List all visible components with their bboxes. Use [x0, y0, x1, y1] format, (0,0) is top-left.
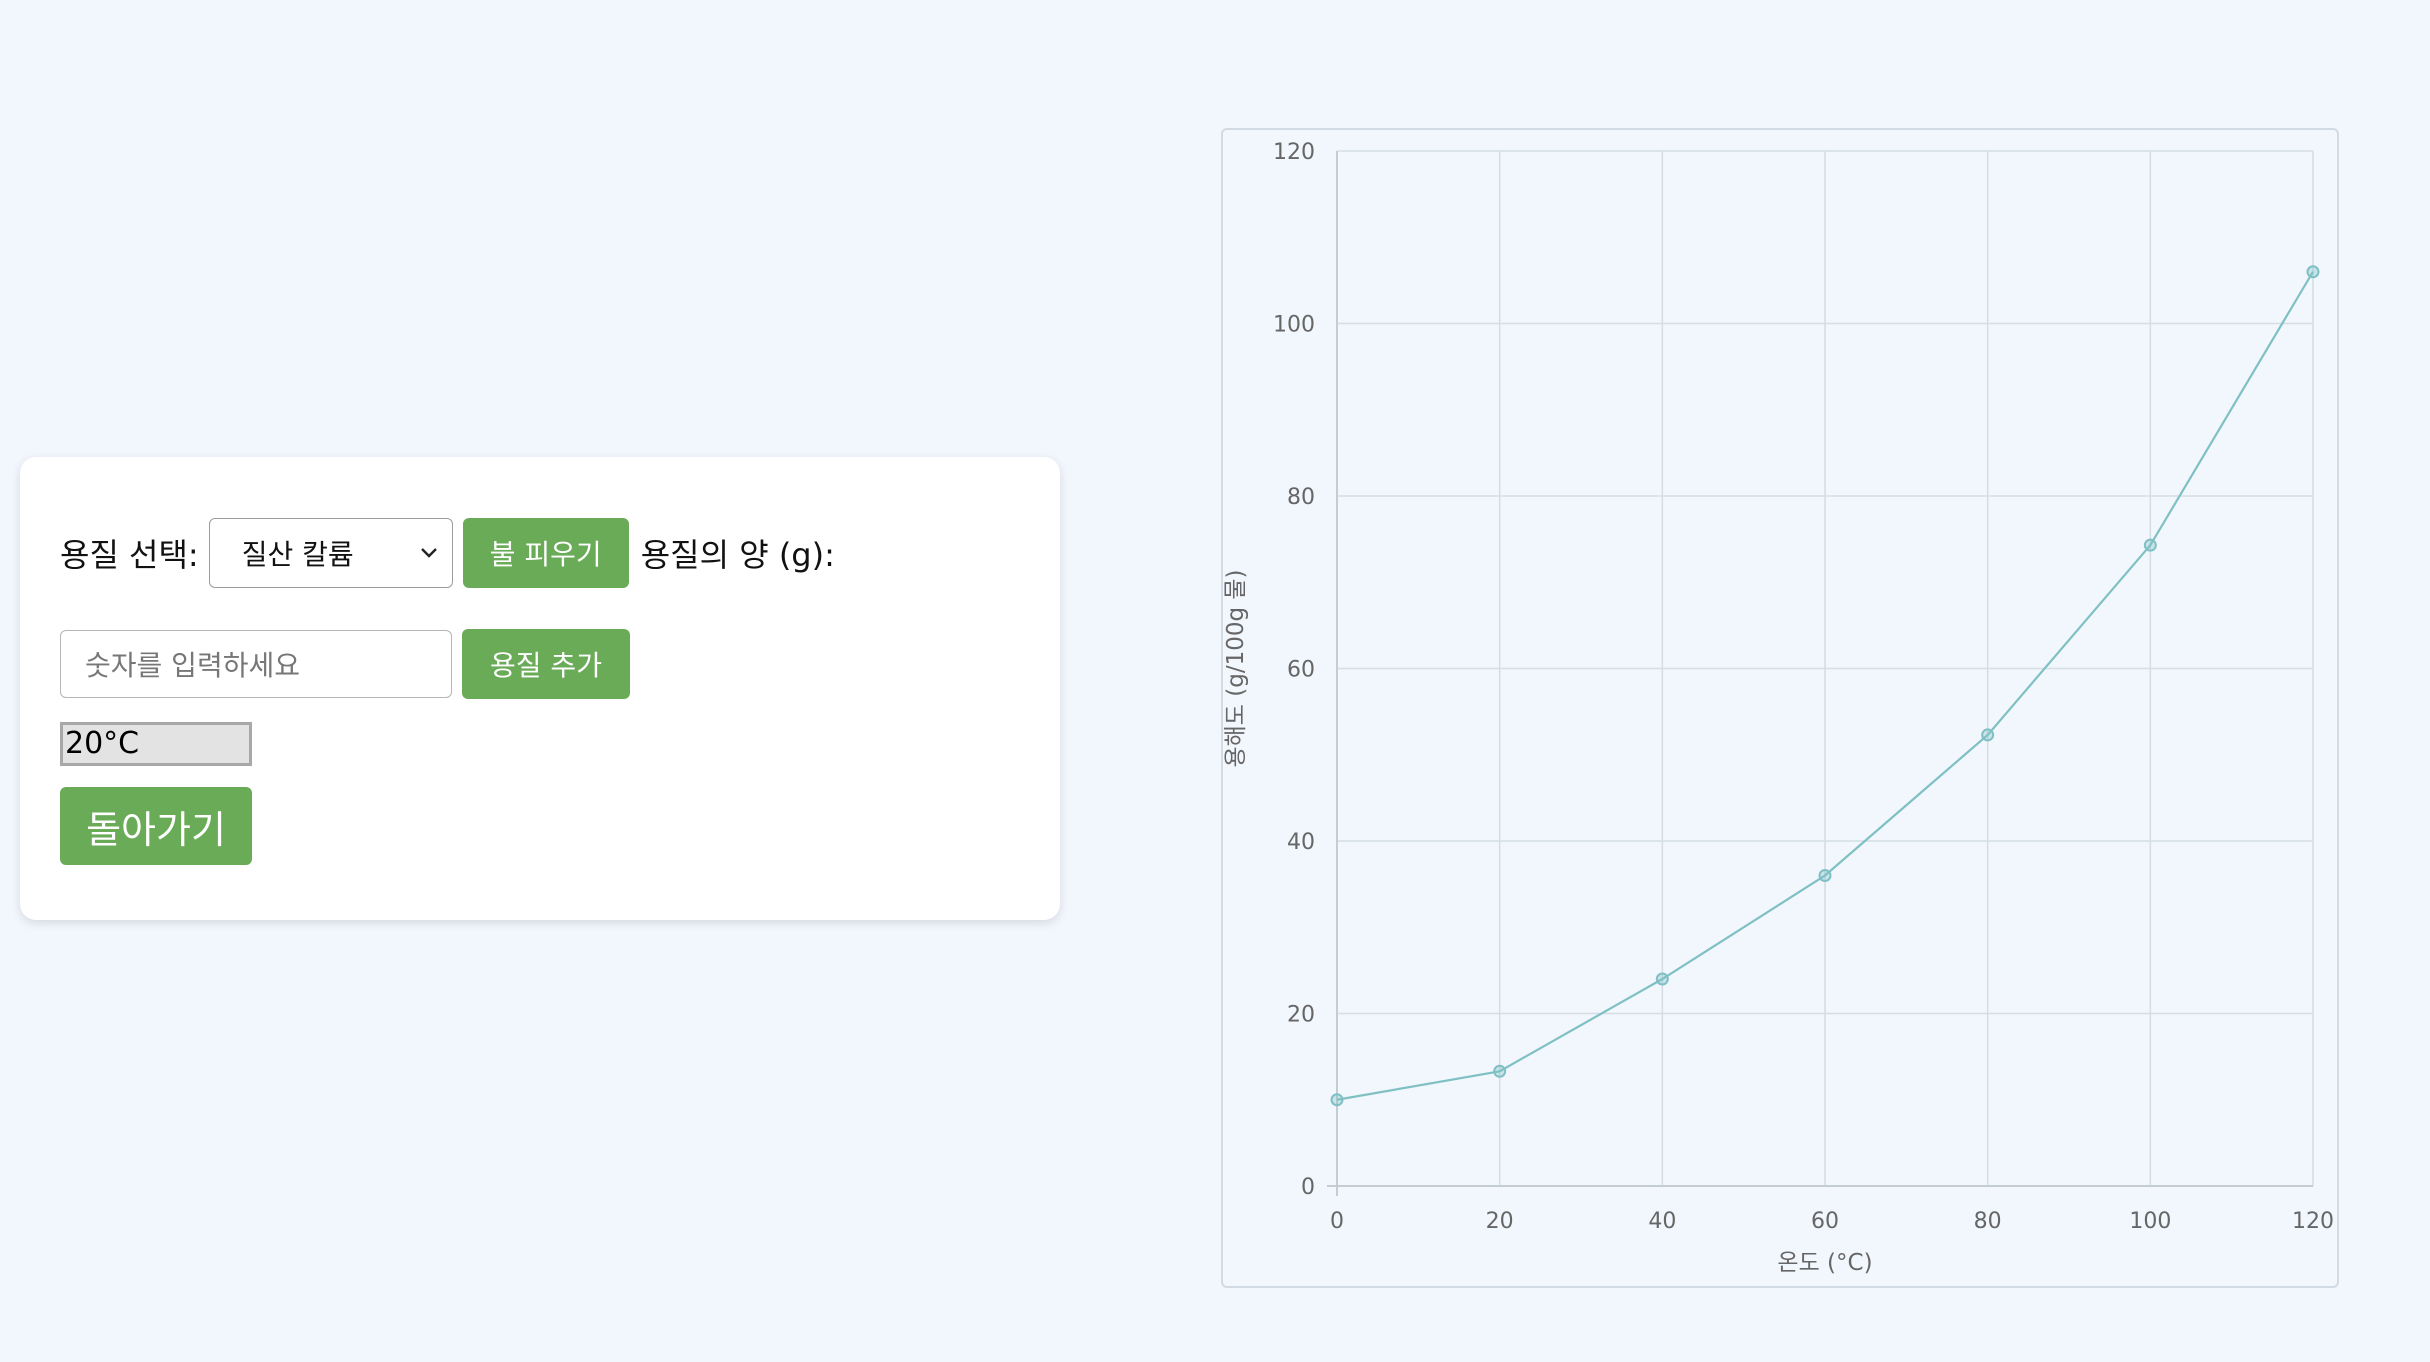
data-point	[2143, 538, 2157, 552]
chevron-down-icon	[420, 548, 437, 558]
solute-row: 용질 선택: 질산 칼륨 불 피우기 용질의 양 (g):	[60, 518, 835, 588]
y-tick-label: 120	[1273, 140, 1315, 165]
amount-input[interactable]: 숫자를 입력하세요	[60, 630, 452, 698]
x-tick-label: 100	[2129, 1209, 2171, 1234]
solubility-chart-svg: 0 20 40 60 80 100 120 0 20 40 60 80 100 120 온도 (°C) 용해도…	[1223, 140, 2334, 1276]
data-point	[1818, 869, 1832, 882]
x-tick-label: 60	[1811, 1209, 1839, 1234]
data-point	[2306, 265, 2320, 279]
data-point	[1493, 1064, 1507, 1078]
data-point	[1330, 1093, 1344, 1107]
solute-select[interactable]: 질산 칼륨	[208, 518, 453, 588]
x-tick-label: 40	[1648, 1209, 1676, 1234]
y-tick-label: 40	[1287, 830, 1315, 855]
amount-placeholder: 숫자를 입력하세요	[85, 649, 300, 682]
data-point	[1981, 728, 1995, 742]
y-tick-label: 60	[1287, 658, 1315, 683]
y-tick-label: 20	[1287, 1003, 1315, 1028]
data-point	[1655, 972, 1669, 986]
add-solute-button[interactable]: 용질 추가	[462, 629, 630, 699]
x-tick-label: 120	[2292, 1209, 2334, 1234]
fire-button[interactable]: 불 피우기	[462, 518, 629, 588]
amount-label: 용질의 양 (g):	[640, 536, 835, 574]
control-panel: 용질 선택: 질산 칼륨 불 피우기 용질의 양 (g): 숫자를 입력하세요 …	[20, 457, 1060, 920]
solubility-chart: 0 20 40 60 80 100 120 0 20 40 60 80 100 120 온도 (°C) 용해도…	[1221, 128, 2339, 1288]
y-axis-title: 용해도 (g/100g 물)	[1223, 569, 1249, 767]
y-tick-label: 80	[1287, 485, 1315, 510]
x-tick-label: 80	[1974, 1209, 2002, 1234]
series-line	[1336, 271, 2314, 1101]
x-tick-label: 0	[1330, 1209, 1344, 1234]
solute-label: 용질 선택:	[60, 536, 199, 574]
back-button[interactable]: 돌아가기	[60, 787, 252, 865]
y-tick-label: 0	[1301, 1175, 1315, 1200]
x-tick-label: 20	[1486, 1209, 1514, 1234]
solute-select-value: 질산 칼륨	[241, 538, 354, 571]
x-axis-title: 온도 (°C)	[1777, 1250, 1872, 1276]
temperature-display: 20°C	[60, 722, 252, 766]
y-tick-label: 100	[1273, 313, 1315, 338]
amount-row: 숫자를 입력하세요 용질 추가	[60, 629, 630, 699]
